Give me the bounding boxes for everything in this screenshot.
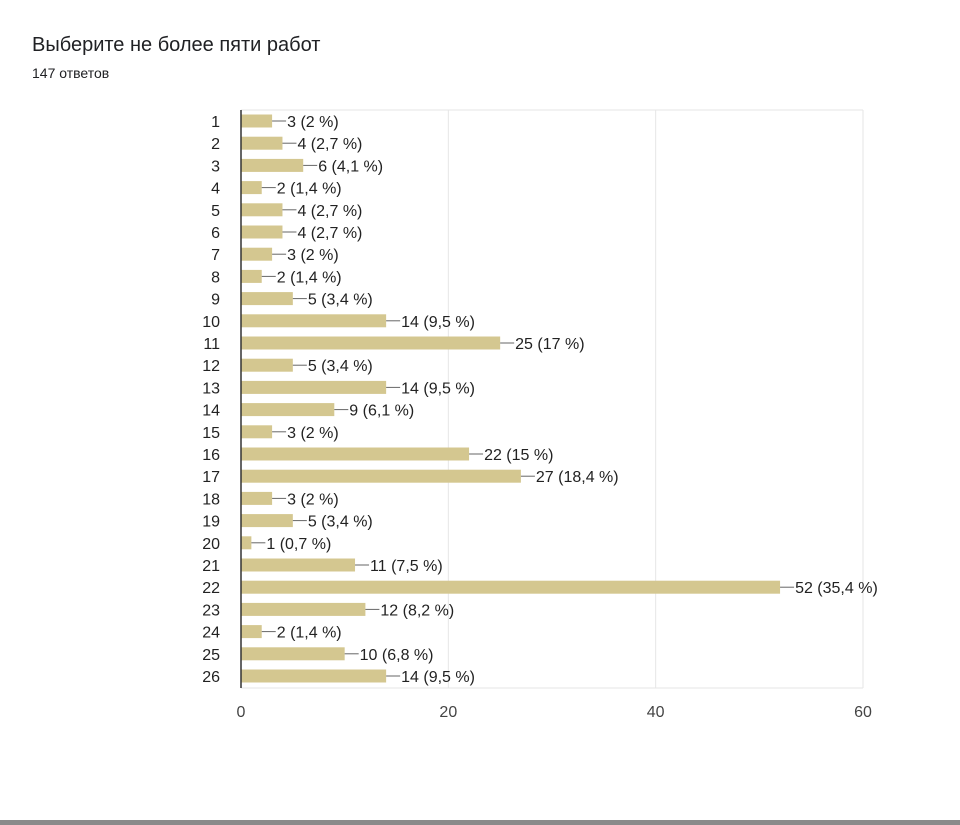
data-label: 12 (8,2 %) xyxy=(380,602,454,619)
data-label: 52 (35,4 %) xyxy=(795,580,878,597)
data-label: 27 (18,4 %) xyxy=(536,469,619,486)
category-label: 13 xyxy=(202,380,220,397)
bar xyxy=(241,292,293,306)
chart-title: Выберите не более пяти работ xyxy=(32,34,321,56)
data-label: 1 (0,7 %) xyxy=(266,536,331,553)
category-label: 9 xyxy=(211,292,220,309)
category-label: 7 xyxy=(211,247,220,264)
data-label: 22 (15 %) xyxy=(484,447,553,464)
data-label: 3 (2 %) xyxy=(287,114,339,131)
bar xyxy=(241,536,252,550)
x-tick-label: 60 xyxy=(854,704,872,721)
data-label: 14 (9,5 %) xyxy=(401,314,475,331)
bar xyxy=(241,181,262,195)
category-label: 18 xyxy=(202,491,220,508)
bar xyxy=(241,158,304,172)
bar xyxy=(241,225,283,239)
data-label: 2 (1,4 %) xyxy=(277,625,342,642)
data-label: 6 (4,1 %) xyxy=(318,158,383,175)
bar xyxy=(241,469,521,483)
bottom-divider xyxy=(0,820,960,825)
bar xyxy=(241,314,387,328)
category-label: 22 xyxy=(202,580,220,597)
bar xyxy=(241,247,273,261)
category-label: 11 xyxy=(203,336,220,353)
data-label: 4 (2,7 %) xyxy=(297,136,362,153)
bar xyxy=(241,136,283,150)
x-tick-label: 40 xyxy=(647,704,665,721)
bar xyxy=(241,580,781,594)
data-label: 2 (1,4 %) xyxy=(277,181,342,198)
data-label: 4 (2,7 %) xyxy=(297,225,362,242)
bar xyxy=(241,269,262,283)
data-label: 11 (7,5 %) xyxy=(370,558,443,575)
data-label: 3 (2 %) xyxy=(287,247,339,264)
data-label: 10 (6,8 %) xyxy=(360,647,434,664)
bar xyxy=(241,203,283,217)
bar xyxy=(241,336,501,350)
bar xyxy=(241,514,293,528)
data-label: 4 (2,7 %) xyxy=(297,203,362,220)
data-label: 5 (3,4 %) xyxy=(308,358,373,375)
category-label: 1 xyxy=(211,114,220,131)
category-label: 3 xyxy=(211,158,220,175)
data-label: 2 (1,4 %) xyxy=(277,269,342,286)
bar xyxy=(241,358,293,372)
category-label: 15 xyxy=(202,425,220,442)
bar xyxy=(241,491,273,505)
category-label: 26 xyxy=(202,669,220,686)
data-label: 14 (9,5 %) xyxy=(401,669,475,686)
bar xyxy=(241,602,366,616)
category-label: 21 xyxy=(202,558,220,575)
category-label: 2 xyxy=(211,136,220,153)
data-label: 5 (3,4 %) xyxy=(308,292,373,309)
bar xyxy=(241,647,345,661)
bar xyxy=(241,558,356,572)
bar xyxy=(241,114,273,128)
category-label: 5 xyxy=(211,203,220,220)
data-label: 3 (2 %) xyxy=(287,491,339,508)
bar xyxy=(241,625,262,639)
data-label: 9 (6,1 %) xyxy=(349,403,414,420)
data-label: 3 (2 %) xyxy=(287,425,339,442)
response-count: 147 ответов xyxy=(32,65,110,81)
category-label: 14 xyxy=(202,403,220,420)
category-label: 10 xyxy=(202,314,220,331)
category-label: 24 xyxy=(202,625,220,642)
category-label: 17 xyxy=(202,469,220,486)
category-label: 12 xyxy=(202,358,220,375)
category-label: 20 xyxy=(202,536,220,553)
category-label: 8 xyxy=(211,269,220,286)
bar xyxy=(241,403,335,417)
data-label: 14 (9,5 %) xyxy=(401,380,475,397)
bar xyxy=(241,447,470,461)
data-label: 25 (17 %) xyxy=(515,336,584,353)
bar xyxy=(241,425,273,439)
category-label: 25 xyxy=(202,647,220,664)
bar xyxy=(241,669,387,683)
category-label: 16 xyxy=(202,447,220,464)
category-label: 6 xyxy=(211,225,220,242)
bar xyxy=(241,380,387,394)
x-tick-label: 20 xyxy=(439,704,457,721)
category-label: 19 xyxy=(202,514,220,531)
x-tick-label: 0 xyxy=(237,704,246,721)
data-label: 5 (3,4 %) xyxy=(308,514,373,531)
category-label: 4 xyxy=(211,181,220,198)
category-label: 23 xyxy=(202,602,220,619)
